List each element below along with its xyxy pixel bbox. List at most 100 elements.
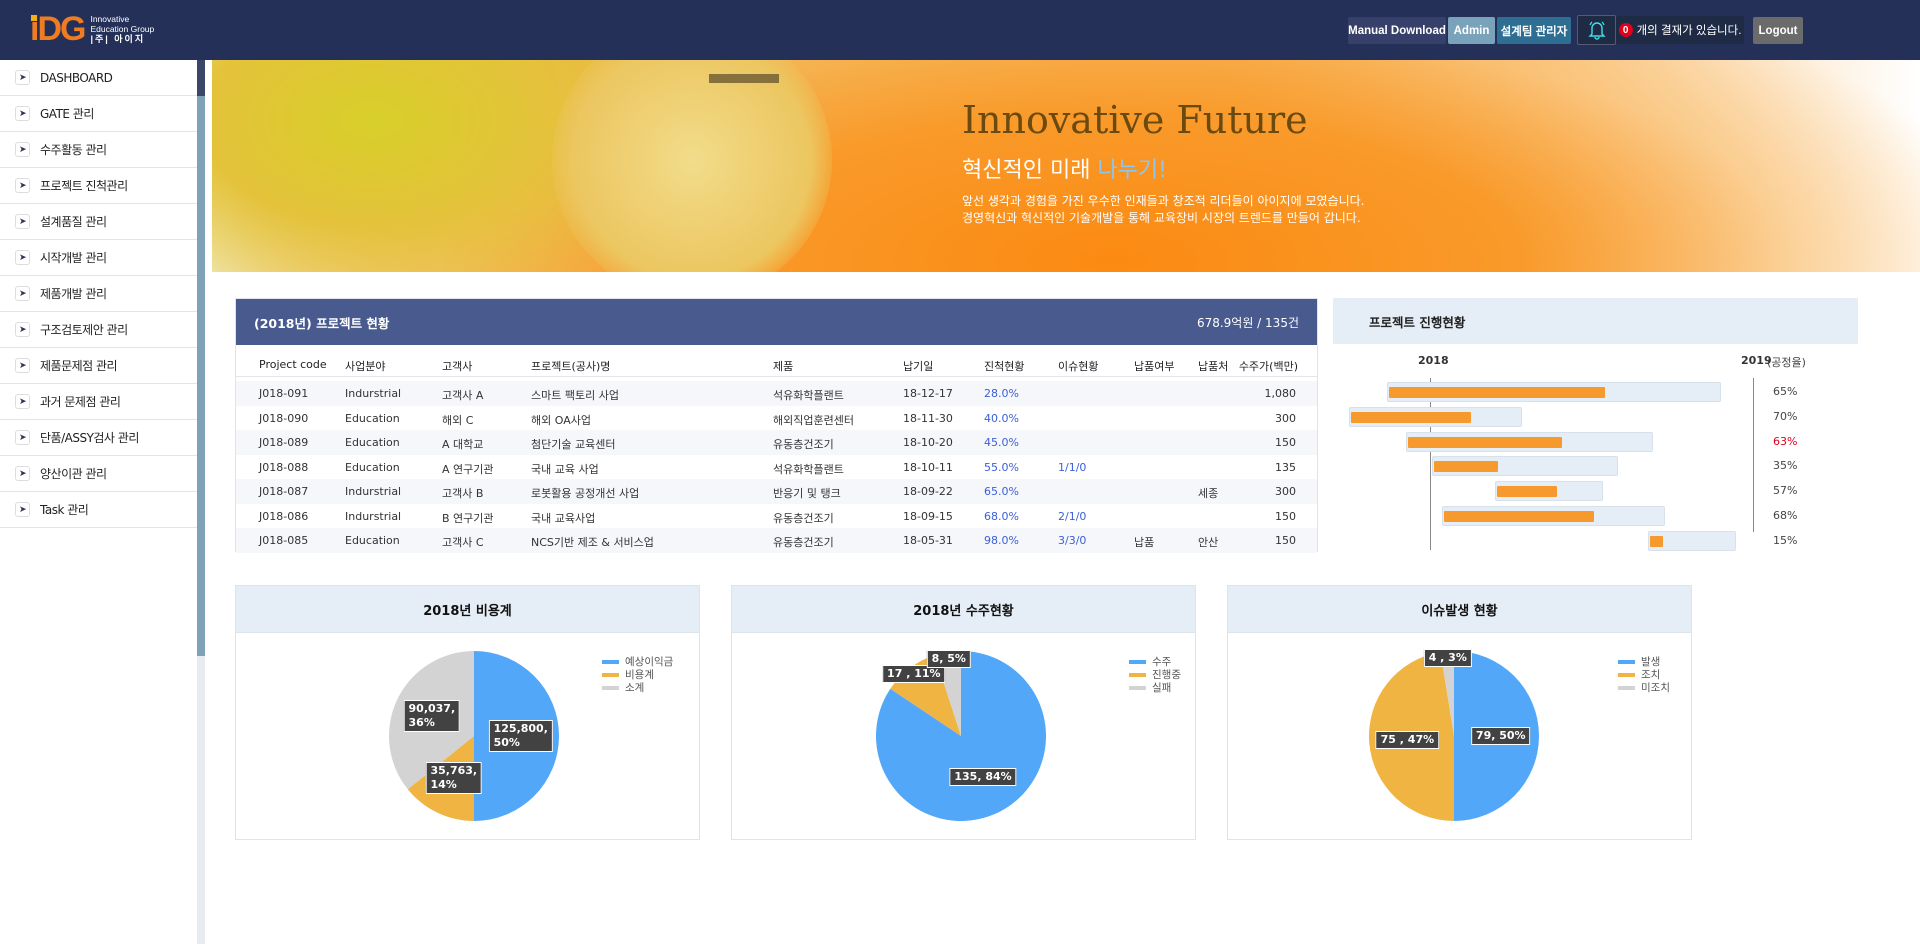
sidebar-item-label: DASHBOARD <box>40 70 113 85</box>
chevron-right-icon: ➤ <box>15 502 30 517</box>
legend-item[interactable]: 실패 <box>1129 681 1181 694</box>
sidebar-item[interactable]: ➤ 단품/ASSY검사 관리 <box>0 420 197 456</box>
gantt-track[interactable] <box>1406 431 1653 452</box>
logo[interactable]: iDG Innovative Education Group |주| 아이지 <box>30 12 154 46</box>
table-cell: 18-05-31 <box>903 534 953 547</box>
sidebar-item[interactable]: ➤ 프로젝트 진척관리 <box>0 168 197 204</box>
table-cell[interactable]: 65.0% <box>984 485 1019 498</box>
sidebar-scrollbar-thumb[interactable] <box>197 60 205 656</box>
table-cell[interactable]: 45.0% <box>984 436 1019 449</box>
sidebar-item[interactable]: ➤ 시작개발 관리 <box>0 240 197 276</box>
legend-label: 소계 <box>625 682 645 694</box>
sidebar-item[interactable]: ➤ 제품문제점 관리 <box>0 348 197 384</box>
gantt-rate-value: 15% <box>1773 533 1798 547</box>
table-row[interactable]: J018-089 Education A 대학교 첨단기술 교육센터 유동층건조기 18-… <box>236 430 1317 455</box>
table-row[interactable]: J018-091 Indurstrial 고객사 A 스마트 팩토리 사업 석유화학플랜… <box>236 381 1317 406</box>
table-cell: 석유화학플랜트 <box>773 462 844 476</box>
gantt-axis-label: 2019 <box>1741 354 1772 367</box>
logout-button[interactable]: Logout <box>1753 17 1803 44</box>
legend-item[interactable]: 소계 <box>602 681 673 694</box>
table-cell[interactable]: 1/1/0 <box>1058 460 1087 474</box>
table-cell: 18-11-30 <box>903 411 953 425</box>
table-cell: J018-090 <box>259 411 309 425</box>
legend-item[interactable]: 미조치 <box>1618 681 1670 694</box>
sidebar-item[interactable]: ➤ GATE 관리 <box>0 96 197 132</box>
table-cell: 유동층건조기 <box>773 438 834 451</box>
banner-text-line: 경영혁신과 혁신적인 기술개발을 통해 교육장비 시장의 트렌드를 만들어 갑니… <box>962 211 1361 225</box>
legend-item[interactable]: 발생 <box>1618 655 1670 668</box>
sidebar-item-label: 제품문제점 관리 <box>40 359 118 373</box>
table-row[interactable]: J018-088 Education A 연구기관 국내 교육 사업 석유화학플랜트 18… <box>236 455 1317 480</box>
sidebar-item[interactable]: ➤ 구조검토제안 관리 <box>0 312 197 348</box>
table-cell: 18-12-17 <box>903 387 953 400</box>
sidebar-item-label: 양산이관 관리 <box>40 467 107 481</box>
legend-label: 조치 <box>1641 669 1661 681</box>
sidebar-item[interactable]: ➤ Task 관리 <box>0 492 197 528</box>
table-cell[interactable]: 2/1/0 <box>1058 509 1087 523</box>
table-cell[interactable]: 98.0% <box>984 534 1019 547</box>
legend-item[interactable]: 조치 <box>1618 668 1670 681</box>
gantt-track[interactable] <box>1348 406 1523 427</box>
sidebar-item[interactable]: ➤ 제품개발 관리 <box>0 276 197 312</box>
table-cell: J018-085 <box>259 534 309 547</box>
gantt-track[interactable] <box>1647 530 1737 551</box>
table-row[interactable]: J018-087 Indurstrial 고객사 B 로봇활용 공정개선 사업 반응기 … <box>236 479 1317 504</box>
lightbulb-illustration-cap <box>709 74 779 83</box>
gantt-rate-value: 57% <box>1773 484 1798 498</box>
legend-item[interactable]: 수주 <box>1129 655 1181 668</box>
legend-swatch <box>602 685 619 690</box>
legend-label: 발생 <box>1641 656 1661 668</box>
table-cell: Education <box>345 436 400 449</box>
sidebar-item[interactable]: ➤ 양산이관 관리 <box>0 456 197 492</box>
table-cell[interactable]: 3/3/0 <box>1058 534 1087 547</box>
sidebar-item[interactable]: ➤ DASHBOARD <box>0 60 197 96</box>
table-cell: J018-087 <box>259 485 309 498</box>
sidebar-item-label: 과거 문제점 관리 <box>40 395 121 409</box>
table-row[interactable]: J018-086 Indurstrial B 연구기관 국내 교육사업 유동층건조기 18… <box>236 504 1317 529</box>
table-cell: 고객사 C <box>442 536 484 549</box>
manual-download-button[interactable]: Manual Download <box>1348 17 1446 44</box>
column-header: 진척현황 <box>984 360 1025 373</box>
column-header: 수주가(백만) <box>1238 360 1298 373</box>
legend-item[interactable]: 진행중 <box>1129 668 1181 681</box>
sidebar-item-label: 시작개발 관리 <box>40 251 107 265</box>
table-cell: Indurstrial <box>345 509 402 523</box>
admin-button[interactable]: Admin <box>1448 17 1495 44</box>
table-row[interactable]: J018-085 Education 고객사 C NCS기반 제조 & 서비스업 유동층… <box>236 528 1317 553</box>
legend-swatch <box>1618 672 1635 677</box>
sidebar-item[interactable]: ➤ 설계품질 관리 <box>0 204 197 240</box>
role-button[interactable]: 설계팀 관리자 <box>1497 17 1571 44</box>
table-cell[interactable]: 68.0% <box>984 509 1019 523</box>
column-header: 납품여부 <box>1134 360 1175 373</box>
column-header: 고객사 <box>442 360 473 373</box>
gantt-track[interactable] <box>1386 382 1722 402</box>
gantt-track[interactable] <box>1441 506 1666 526</box>
gantt-year-line <box>1430 378 1431 550</box>
table-cell[interactable]: 28.0% <box>984 387 1019 400</box>
table-cell: 해외 OA사업 <box>531 413 591 427</box>
column-header: 프로젝트(공사)명 <box>531 360 611 373</box>
notification-bell-button[interactable] <box>1577 15 1616 45</box>
legend-swatch <box>1618 659 1635 664</box>
pie-data-label: 79, 50% <box>1470 727 1531 745</box>
table-cell[interactable]: 55.0% <box>984 460 1019 474</box>
table-cell: 고객사 B <box>442 487 484 500</box>
gantt-progress-bar <box>1388 387 1605 398</box>
legend-item[interactable]: 비용계 <box>602 668 673 681</box>
pie-slice[interactable] <box>1440 651 1454 736</box>
table-cell[interactable]: 40.0% <box>984 411 1019 425</box>
pie-panel-orders: 2018년 수주현황 135, 84% 17 , 11% 8, 5% 수주 진행중 실패 <box>731 585 1196 840</box>
pie-data-label: 125,800, 50% <box>488 720 553 752</box>
gantt-track[interactable] <box>1494 481 1604 502</box>
pie-panel-issues: 이슈발생 현황 79, 50% 75 , 47% 4 , 3% 발생 조치 미조치 <box>1227 585 1692 840</box>
pie-title: 2018년 수주현황 <box>732 586 1195 633</box>
bell-icon <box>1587 21 1606 40</box>
sidebar-item[interactable]: ➤ 과거 문제점 관리 <box>0 384 197 420</box>
column-header: 이슈현황 <box>1058 360 1099 373</box>
approval-notice[interactable]: 0 개의 결재가 있습니다. <box>1616 16 1744 44</box>
gantt-track[interactable] <box>1431 456 1619 477</box>
sidebar-item[interactable]: ➤ 수주활동 관리 <box>0 132 197 168</box>
legend-item[interactable]: 예상이익금 <box>602 655 673 668</box>
table-row[interactable]: J018-090 Education 해외 C 해외 OA사업 해외직업훈련센터 18-1… <box>236 406 1317 431</box>
chevron-right-icon: ➤ <box>15 430 30 445</box>
